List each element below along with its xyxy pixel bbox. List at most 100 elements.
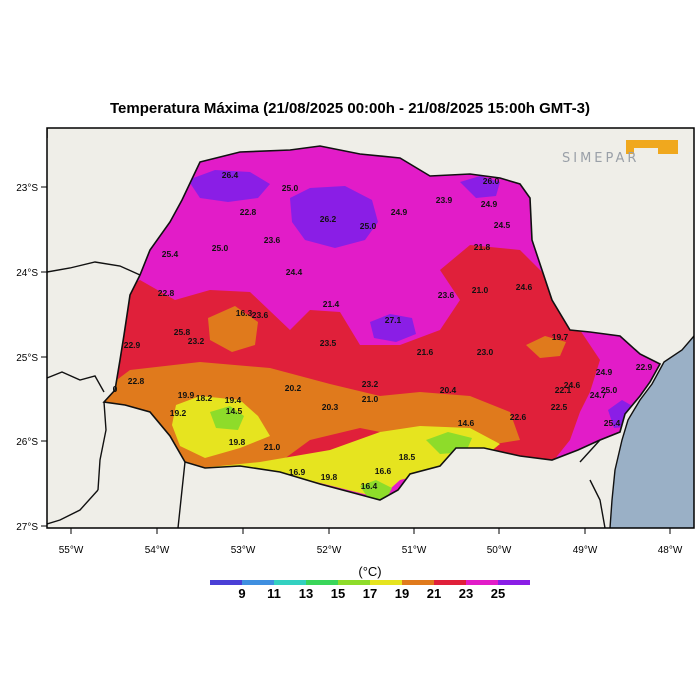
station-value: 22.6 <box>510 412 527 422</box>
station-value: 22.9 <box>636 362 653 372</box>
logo-text: SIMEPAR <box>562 151 639 166</box>
map-title: Temperatura Máxima (21/08/2025 00:00h - … <box>110 100 590 117</box>
station-value: 19.8 <box>229 437 246 447</box>
station-value: 23.5 <box>320 338 337 348</box>
colorbar-label: 15 <box>331 586 345 601</box>
station-value: 19.4 <box>225 395 242 405</box>
lat-tick-label: 23°S <box>16 183 38 194</box>
station-value: 22.8 <box>128 376 145 386</box>
colorbar-label: 13 <box>299 586 313 601</box>
colorbar-segment <box>402 580 434 585</box>
colorbar-segment <box>210 580 242 585</box>
colorbar-label: 21 <box>427 586 441 601</box>
station-value: 22.1 <box>555 385 572 395</box>
station-value: 25.4 <box>162 249 179 259</box>
zone-17-19 <box>200 426 500 498</box>
coast-line <box>609 335 694 528</box>
zone-19-21 <box>208 306 258 352</box>
colorbar-label: 11 <box>267 586 281 601</box>
station-value: 26.2 <box>320 214 337 224</box>
colorbar-label: 23 <box>459 586 473 601</box>
station-value: 23.6 <box>264 235 281 245</box>
station-value: 23.9 <box>436 195 453 205</box>
border-lines <box>47 128 621 528</box>
temperature-field <box>104 146 660 500</box>
colorbar-label: 25 <box>491 586 505 601</box>
station-value: 21.8 <box>474 242 491 252</box>
zone-over-25 <box>460 176 500 198</box>
station-value: 20.4 <box>440 385 457 395</box>
station-value: 16.6 <box>375 466 392 476</box>
colorbar-unit: (°C) <box>358 564 381 579</box>
station-value: 23.6 <box>438 290 455 300</box>
station-value: 24.5 <box>494 220 511 230</box>
station-value: 24.6 <box>564 380 581 390</box>
simepar-logo: SIMEPAR <box>562 140 678 166</box>
station-value: 25.4 <box>604 418 621 428</box>
colorbar-segment <box>274 580 306 585</box>
lat-tick-label: 26°S <box>16 437 38 448</box>
station-value: 22.8 <box>240 207 257 217</box>
lon-tick-label: 52°W <box>317 545 342 556</box>
lon-tick-label: 54°W <box>145 545 170 556</box>
station-value: 22.8 <box>158 288 175 298</box>
station-value: 19.2 <box>170 408 187 418</box>
colorbar-segment <box>306 580 338 585</box>
colorbar-label: 9 <box>238 586 245 601</box>
station-value: 19.7 <box>552 332 569 342</box>
station-value: 24.9 <box>481 199 498 209</box>
longitude-ticks: 55°W 54°W 53°W 52°W 51°W 50°W 49°W 48°W <box>59 528 683 556</box>
lon-tick-label: 53°W <box>231 545 256 556</box>
station-value: 22.9 <box>124 340 141 350</box>
station-value: 18.2 <box>196 393 213 403</box>
lon-tick-label: 48°W <box>658 545 683 556</box>
zone-over-25 <box>370 314 416 342</box>
lon-tick-label: 55°W <box>59 545 84 556</box>
lat-tick-label: 24°S <box>16 268 38 279</box>
station-value: 27.1 <box>385 315 402 325</box>
colorbar-segment <box>242 580 274 585</box>
map-frame <box>46 127 695 529</box>
station-value: 25.8 <box>174 327 191 337</box>
colorbar-segment <box>466 580 498 585</box>
colorbar: 9 11 13 15 17 19 21 23 25 <box>210 580 530 601</box>
lat-tick-label: 27°S <box>16 522 38 533</box>
simepar-logo-icon <box>626 140 678 154</box>
station-value: 22.5 <box>551 402 568 412</box>
station-value: 14.6 <box>458 418 475 428</box>
zone-15-17 <box>210 406 244 430</box>
station-value: 23.2 <box>362 379 379 389</box>
station-value: 24.9 <box>391 207 408 217</box>
lon-tick-label: 50°W <box>487 545 512 556</box>
zone-19-21 <box>526 336 566 358</box>
colorbar-segment <box>370 580 402 585</box>
station-value: 25.0 <box>212 243 229 253</box>
colorbar-label: 17 <box>363 586 377 601</box>
station-value: 18.5 <box>399 452 416 462</box>
station-value: 25.0 <box>360 221 377 231</box>
station-value: 21.4 <box>323 299 340 309</box>
zone-over-25 <box>290 186 378 248</box>
lat-tick-label: 25°S <box>16 353 38 364</box>
colorbar-segment <box>434 580 466 585</box>
ocean <box>610 336 694 528</box>
lon-tick-label: 51°W <box>402 545 427 556</box>
zone-15-17 <box>360 480 392 500</box>
station-value: 25.0 <box>601 385 618 395</box>
colorbar-segment <box>498 580 530 585</box>
station-value: 24.4 <box>286 267 303 277</box>
colorbar-segment <box>338 580 370 585</box>
station-value: 26.0 <box>483 176 500 186</box>
station-value: 21.0 <box>264 442 281 452</box>
colorbar-label: 19 <box>395 586 409 601</box>
station-value: 21.0 <box>472 285 489 295</box>
station-value: 23.0 <box>477 347 494 357</box>
lon-tick-label: 49°W <box>573 545 598 556</box>
station-value: 24.9 <box>596 367 613 377</box>
station-value: 19.9 <box>178 390 195 400</box>
station-value: 0 <box>113 384 118 394</box>
station-value: 20.3 <box>322 402 339 412</box>
station-value: 14.5 <box>226 406 243 416</box>
station-value: 24.6 <box>516 282 533 292</box>
